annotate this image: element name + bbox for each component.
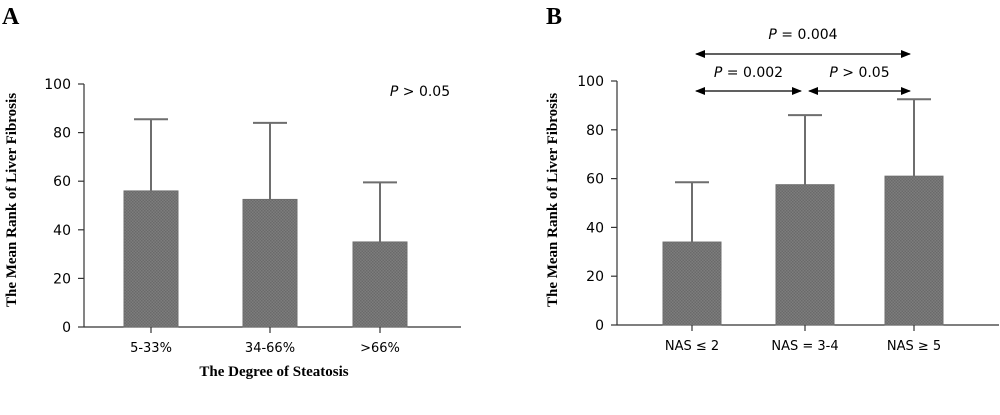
x-tick-label: NAS ≤ 2 [665,339,719,354]
panel-a: A The Mean Rank of Liver Fibrosis The De… [2,4,461,380]
p-value: = 0.002 [722,65,783,81]
panel-label: B [546,4,562,30]
bar [662,241,722,326]
x-axis-title: The Degree of Steatosis [199,364,348,380]
y-tick-label: 100 [44,77,71,93]
y-tick-label: 100 [577,74,604,90]
bar [242,198,298,328]
y-tick-label: 20 [53,271,71,287]
p-symbol: P [829,65,838,81]
panel-label: A [2,4,20,30]
y-axis-title: The Mean Rank of Liver Fibrosis [4,93,20,307]
bar [352,241,408,328]
y-tick-label: 80 [586,123,604,139]
p-value: > 0.05 [838,65,890,81]
plot-area: 0 20 40 60 80 100 5-33% 34-66% >66% P > 0.05 [44,77,461,356]
y-tick-label: 0 [62,320,71,336]
p-value: = 0.004 [777,27,838,43]
p-value-annotation: P > 0.05 [390,84,450,100]
plot-area: 0 20 40 60 80 100 NAS ≤ 2 NAS = 3-4 NAS ≥ 5 P = 0… [577,27,999,354]
p-symbol: P [714,65,723,81]
x-tick-label: NAS = 3-4 [771,339,838,354]
comparison-p-value: P > 0.05 [829,65,889,81]
bar [775,184,835,326]
comparison-p-value: P = 0.002 [714,65,783,81]
x-tick-label: 34-66% [245,341,295,356]
y-axis-title: The Mean Rank of Liver Fibrosis [545,93,561,307]
comparison-p-value: P = 0.004 [768,27,837,43]
bar [123,190,179,328]
y-tick-label: 40 [53,223,71,239]
p-symbol: P [390,84,399,100]
y-tick-label: 20 [586,269,604,285]
x-tick-label: >66% [360,341,400,356]
y-tick-label: 60 [53,174,71,190]
panel-b: B The Mean Rank of Liver Fibrosis 0 20 40 6… [545,4,999,354]
p-symbol: P [768,27,777,43]
y-tick-label: 80 [53,126,71,142]
p-value: > 0.05 [398,84,450,100]
bar [884,175,944,326]
x-tick-label: NAS ≥ 5 [887,339,941,354]
y-tick-label: 0 [595,318,604,334]
y-tick-label: 40 [586,220,604,236]
y-tick-label: 60 [586,172,604,188]
x-tick-label: 5-33% [130,341,172,356]
